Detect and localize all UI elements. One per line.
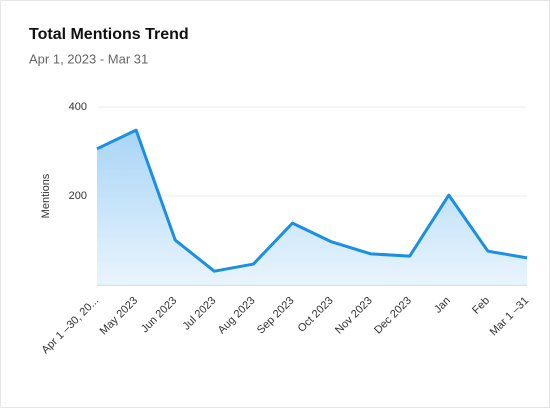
y-tick-label: 400	[69, 101, 87, 113]
chart-title: Total Mentions Trend	[29, 26, 189, 43]
line	[96, 128, 528, 273]
y-axis-label: Mentions	[40, 173, 52, 218]
y-tick-label: 200	[69, 190, 87, 202]
area	[97, 130, 527, 285]
chart-subtitle: Apr 1, 2023 - Mar 31	[29, 51, 148, 66]
